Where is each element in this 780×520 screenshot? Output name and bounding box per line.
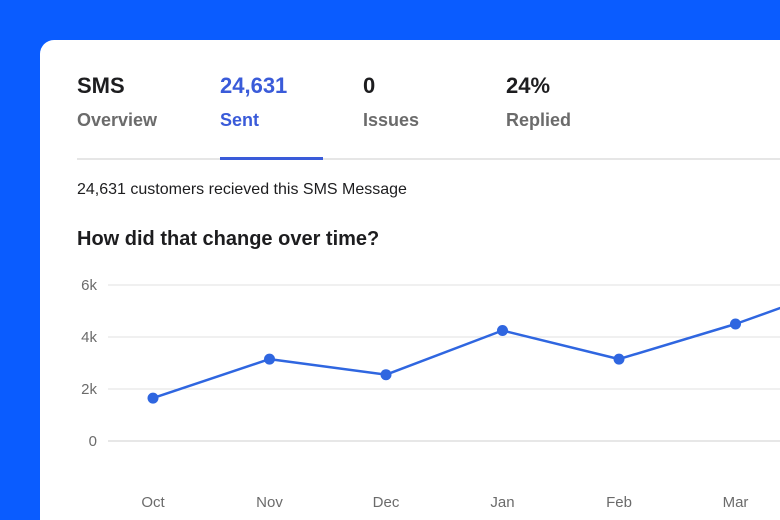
y-tick-label: 4k <box>81 329 97 346</box>
data-point <box>264 353 275 365</box>
summary-text: 24,631 customers recieved this SMS Messa… <box>77 181 407 199</box>
tab-overview[interactable]: SMS Overview <box>77 72 157 158</box>
summary-count: 24,631 <box>77 181 126 198</box>
tab-sent[interactable]: 24,631 Sent <box>220 72 324 160</box>
summary-description: customers recieved this SMS Message <box>125 181 407 198</box>
data-point <box>613 353 625 365</box>
sms-stats-card: SMS Overview 24,631 Sent 0 Issues 24% Re… <box>40 40 780 520</box>
x-tick-label: Feb <box>606 494 632 511</box>
data-point <box>497 325 508 336</box>
x-tick-label: Mar <box>723 494 749 511</box>
tab-overview-label: Overview <box>77 110 158 130</box>
series-line <box>152 306 780 400</box>
data-point <box>380 369 392 381</box>
y-tick-label: 2k <box>81 381 97 398</box>
y-tick-label: 0 <box>89 433 97 450</box>
x-tick-label: Nov <box>256 494 283 511</box>
tab-replied-value: 24% <box>506 73 551 98</box>
stats-tabs: SMS Overview 24,631 Sent 0 Issues 24% Re… <box>77 72 780 160</box>
data-point <box>730 318 741 330</box>
x-tick-label: Dec <box>373 494 400 511</box>
data-point <box>147 392 159 404</box>
tab-sent-value: 24,631 <box>220 73 288 98</box>
tab-issues-label: Issues <box>363 110 420 130</box>
chart-question-heading: How did that change over time? <box>77 228 380 250</box>
tab-issues[interactable]: 0 Issues <box>363 72 419 158</box>
x-tick-label: Oct <box>141 494 165 511</box>
tab-sent-label: Sent <box>220 110 260 130</box>
tab-replied-label: Replied <box>506 110 572 130</box>
tab-replied[interactable]: 24% Replied <box>506 72 571 158</box>
sent-over-time-chart: 02k4k6kOctNovDecJanFebMarApr <box>81 277 780 511</box>
tab-issues-value: 0 <box>363 73 376 98</box>
y-tick-label: 6k <box>81 277 97 294</box>
tab-overview-value: SMS <box>77 73 125 98</box>
x-tick-label: Jan <box>490 494 514 511</box>
